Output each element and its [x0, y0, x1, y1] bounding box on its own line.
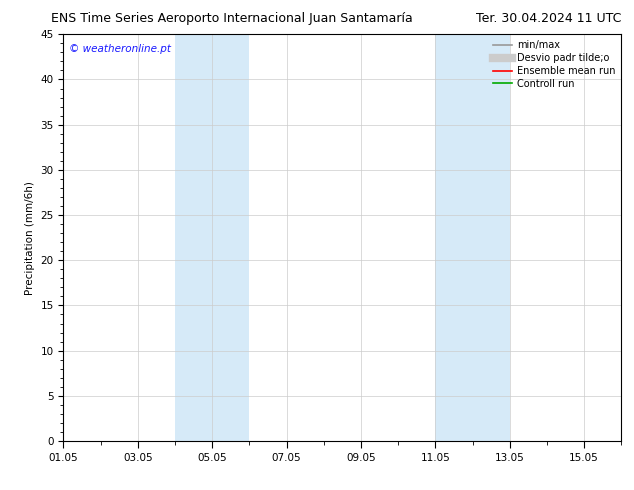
Text: ENS Time Series Aeroporto Internacional Juan Santamaría: ENS Time Series Aeroporto Internacional … — [51, 12, 413, 25]
Bar — [175, 34, 249, 441]
Text: Ter. 30.04.2024 11 UTC: Ter. 30.04.2024 11 UTC — [476, 12, 621, 25]
Bar — [436, 34, 510, 441]
Legend: min/max, Desvio padr tilde;o, Ensemble mean run, Controll run: min/max, Desvio padr tilde;o, Ensemble m… — [489, 36, 619, 93]
Text: © weatheronline.pt: © weatheronline.pt — [69, 45, 171, 54]
Y-axis label: Precipitation (mm/6h): Precipitation (mm/6h) — [25, 181, 35, 294]
